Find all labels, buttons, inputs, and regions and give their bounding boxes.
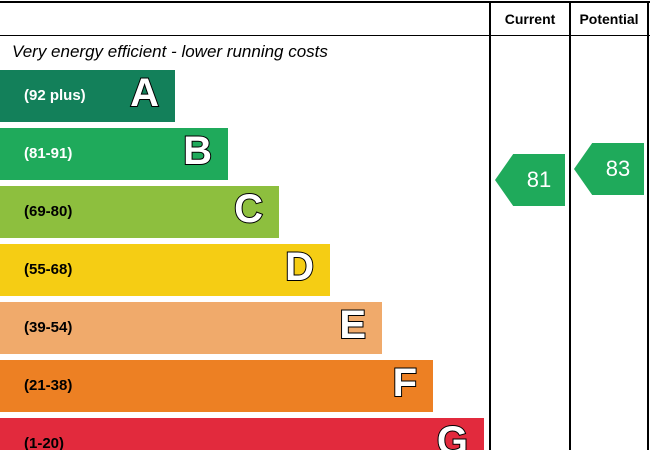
band-letter: G (436, 418, 469, 450)
band-range-label: (81-91) (24, 145, 73, 162)
band-letter: D (284, 244, 315, 290)
band-letter: B (182, 128, 213, 174)
band-f: (21-38) F (0, 360, 433, 412)
efficiency-caption: Very energy efficient - lower running co… (12, 42, 328, 61)
band-range-label: (21-38) (24, 377, 73, 394)
band-range-label: (69-80) (24, 203, 73, 220)
frame-header-divider (0, 35, 650, 36)
band-range-label: (55-68) (24, 261, 73, 278)
frame-right-border (647, 1, 649, 450)
band-letter: C (233, 186, 264, 232)
frame-column-divider-potential (569, 1, 571, 450)
potential-rating-value: 83 (605, 156, 631, 181)
band-range-label: (1-20) (24, 435, 65, 450)
potential-rating-arrow: 83 (574, 143, 644, 195)
frame-top-border (0, 1, 650, 3)
current-column-header: Current (504, 11, 556, 27)
band-b: (81-91) B (0, 128, 228, 180)
band-e: (39-54) E (0, 302, 382, 354)
band-range-label: (39-54) (24, 319, 73, 336)
band-letter: A (129, 70, 160, 116)
band-range-label: (92 plus) (24, 87, 86, 104)
band-g: (1-20) G (0, 418, 484, 450)
band-a: (92 plus) A (0, 70, 175, 122)
band-d: (55-68) D (0, 244, 330, 296)
current-rating-arrow: 81 (495, 154, 565, 206)
potential-column-header: Potential (579, 11, 639, 27)
current-rating-value: 81 (526, 167, 552, 192)
band-letter: E (338, 302, 367, 348)
band-c: (69-80) C (0, 186, 279, 238)
frame-column-divider-current (489, 1, 491, 450)
band-letter: F (392, 360, 418, 406)
